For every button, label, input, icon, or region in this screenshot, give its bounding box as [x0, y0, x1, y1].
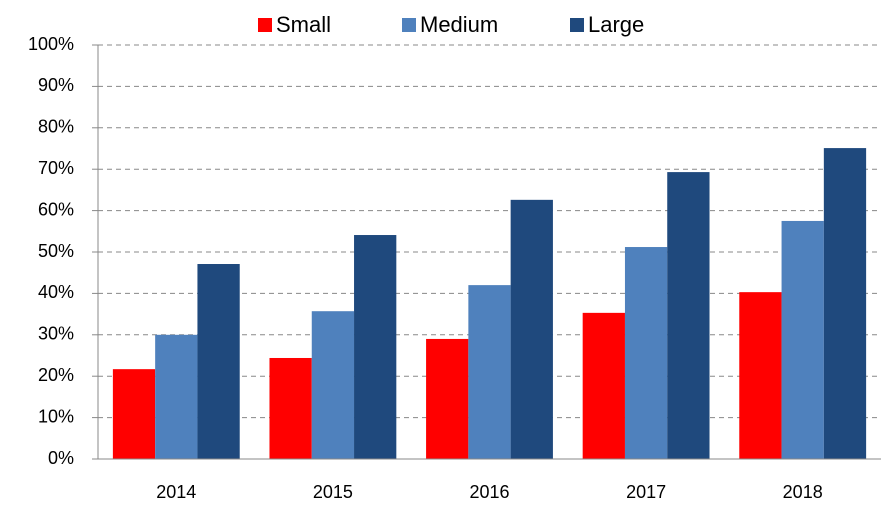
bar: [468, 285, 511, 459]
y-tick-label: 60%: [38, 199, 74, 219]
bar: [624, 247, 668, 459]
y-tick-label: 100%: [28, 34, 74, 54]
bar: [269, 357, 312, 459]
bar: [510, 199, 553, 459]
legend-swatch: [258, 18, 272, 32]
bar: [426, 338, 469, 459]
bar: [354, 235, 397, 459]
y-tick-label: 10%: [38, 406, 74, 426]
legend-swatch: [570, 18, 584, 32]
y-tick-label: 90%: [38, 75, 74, 95]
bar: [197, 264, 240, 459]
bar: [582, 312, 625, 459]
legend-swatch: [402, 18, 416, 32]
bar: [823, 148, 867, 459]
bar: [311, 311, 355, 459]
y-tick-label: 50%: [38, 241, 74, 261]
bar: [739, 292, 782, 459]
x-tick-label: 2015: [313, 482, 353, 502]
legend-label: Large: [588, 12, 644, 37]
bar: [112, 369, 156, 459]
legend-label: Small: [276, 12, 331, 37]
x-tick-label: 2018: [783, 482, 823, 502]
y-tick-label: 80%: [38, 117, 74, 137]
y-tick-label: 20%: [38, 365, 74, 385]
bar: [667, 172, 710, 459]
y-tick-label: 30%: [38, 324, 74, 344]
y-tick-label: 40%: [38, 282, 74, 302]
x-tick-label: 2014: [156, 482, 196, 502]
y-tick-label: 70%: [38, 158, 74, 178]
x-tick-label: 2017: [626, 482, 666, 502]
x-tick-label: 2016: [469, 482, 509, 502]
bar: [155, 334, 198, 459]
bar: [781, 220, 824, 459]
y-tick-label: 0%: [48, 448, 74, 468]
legend-label: Medium: [420, 12, 498, 37]
